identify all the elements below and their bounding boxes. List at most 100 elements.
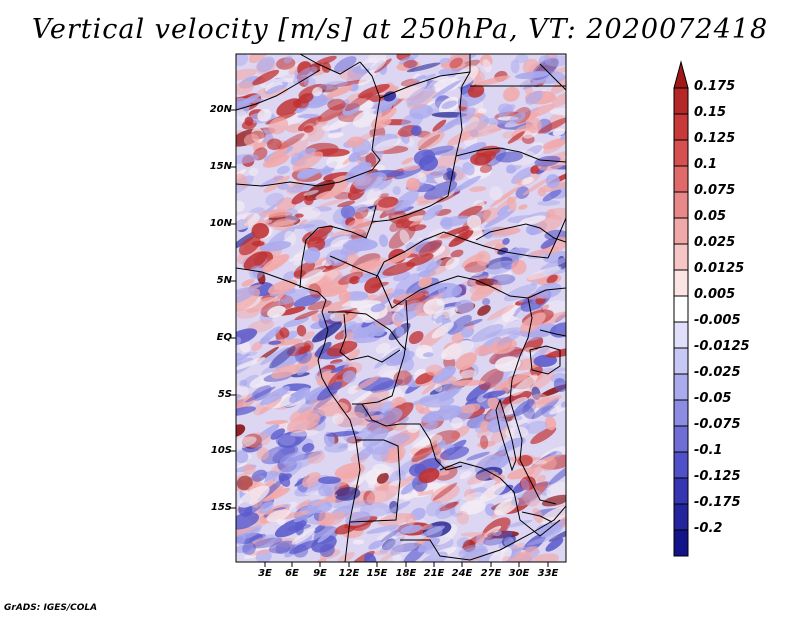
- field-blob: [267, 305, 286, 318]
- field-blob: [278, 306, 306, 316]
- field-blob: [451, 332, 464, 344]
- field-blob: [398, 54, 419, 65]
- field-blob: [393, 523, 414, 537]
- lon-label-21e: 21E: [423, 568, 445, 579]
- field-blob: [386, 444, 406, 461]
- field-blob: [275, 197, 297, 212]
- field-blob: [236, 54, 249, 67]
- field-blob: [261, 254, 290, 273]
- field-blob: [279, 327, 290, 338]
- lon-label-33e: 33E: [537, 568, 559, 579]
- field-blob: [425, 364, 443, 376]
- field-blob: [526, 273, 544, 283]
- field-blob: [302, 443, 315, 453]
- colorbar-segment: [673, 113, 689, 141]
- field-blob: [536, 474, 546, 483]
- field-blob: [525, 90, 544, 105]
- field-blob: [381, 529, 399, 542]
- country-borders: [236, 54, 566, 562]
- field-blob: [437, 118, 459, 134]
- axis-ticks: [231, 109, 549, 567]
- field-blob: [344, 92, 374, 112]
- field-blob: [549, 107, 566, 116]
- field-blob: [292, 66, 318, 85]
- field-blob: [292, 224, 316, 229]
- field-blob: [289, 430, 320, 437]
- field-blob: [418, 467, 440, 484]
- field-blob: [244, 116, 254, 126]
- colorbar-label: -0.175: [694, 495, 741, 510]
- lat-label-eq: EQ: [216, 332, 232, 343]
- colorbar-label: 0.075: [694, 183, 736, 198]
- field-blob: [517, 454, 533, 467]
- field-blob: [475, 250, 491, 266]
- field-blob: [458, 142, 487, 160]
- field-blob: [382, 261, 416, 276]
- field-blob: [370, 303, 386, 313]
- border-line: [329, 255, 529, 309]
- field-blob: [467, 84, 485, 98]
- field-blob: [278, 133, 305, 150]
- field-blob: [368, 57, 387, 73]
- field-blob: [317, 526, 337, 543]
- field-blob: [403, 59, 418, 69]
- field-blob: [520, 478, 530, 492]
- field-blob: [288, 66, 298, 75]
- field-blob: [265, 84, 285, 95]
- field-blob: [260, 175, 284, 187]
- border-line: [236, 267, 361, 562]
- field-blob: [360, 57, 378, 70]
- border-line: [352, 299, 409, 405]
- field-blob: [531, 397, 560, 420]
- field-blob: [376, 263, 395, 273]
- colorbar-segment: [673, 217, 689, 245]
- field-blob: [419, 394, 455, 408]
- colorbar-label: 0.1: [694, 157, 718, 172]
- field-blob: [479, 435, 489, 450]
- field-blob: [441, 340, 474, 360]
- field-blob: [510, 403, 540, 427]
- field-blob: [528, 225, 540, 236]
- field-blob: [477, 108, 487, 114]
- field-blob: [460, 500, 486, 515]
- field-blob: [236, 80, 254, 96]
- field-blob: [296, 324, 307, 337]
- field-blob: [458, 544, 487, 559]
- field-blob: [548, 463, 566, 485]
- field-blob: [236, 212, 261, 231]
- field-blob: [478, 368, 504, 391]
- field-blob: [299, 132, 309, 141]
- field-blob: [460, 403, 481, 414]
- colorbar-label: -0.025: [694, 365, 741, 380]
- colorbar-segment: [673, 165, 689, 193]
- field-blob: [490, 186, 520, 208]
- field-blob: [366, 188, 382, 202]
- field-blob: [236, 406, 257, 416]
- field-blob: [546, 274, 558, 284]
- field-blob: [479, 482, 506, 503]
- field-blob: [304, 179, 335, 201]
- border-line: [371, 107, 463, 223]
- field-blob: [387, 501, 411, 514]
- field-blob: [560, 401, 566, 408]
- field-blob: [510, 59, 520, 74]
- field-blob: [321, 482, 333, 497]
- field-blob: [477, 440, 496, 448]
- field-blob: [345, 349, 361, 362]
- field-blob: [337, 200, 356, 208]
- lat-label-10n: 10N: [209, 218, 232, 229]
- border-line: [328, 311, 407, 351]
- field-blob: [406, 85, 436, 107]
- field-blob: [422, 421, 439, 432]
- field-blob: [310, 320, 330, 330]
- field-blob: [406, 62, 441, 73]
- field-blob: [260, 386, 291, 406]
- field-blob: [431, 322, 455, 339]
- field-blob: [542, 189, 562, 202]
- field-blob: [463, 319, 483, 327]
- field-blob: [292, 99, 303, 108]
- field-blob: [366, 485, 399, 504]
- border-line: [527, 287, 566, 299]
- field-blob: [529, 370, 555, 391]
